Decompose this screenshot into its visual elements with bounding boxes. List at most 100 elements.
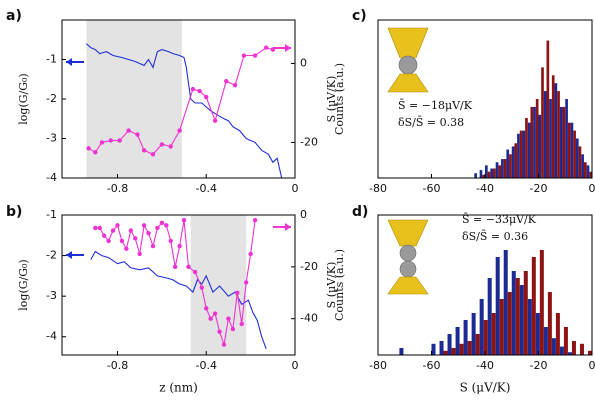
histogram-bar [514,143,518,178]
data-point [159,220,165,225]
data-point [110,228,116,233]
x-tick-label: -40 [476,359,494,372]
histogram-bar [519,285,524,355]
data-point [150,243,156,249]
y2-tick-label: -40 [300,312,318,325]
data-point [263,45,269,50]
histogram-bar [487,278,492,355]
histogram-bar [549,99,552,178]
y-tick-label: -4 [46,330,57,343]
data-point [208,316,213,321]
histogram-bar [522,130,526,178]
histogram-bar [571,341,576,355]
histogram-bar [490,168,494,178]
junction-icon [387,219,429,295]
histogram-bar [563,327,568,355]
x-axis-title: S (μV/K) [460,381,511,395]
histogram-bar [543,91,547,178]
histogram-bar [483,320,488,355]
data-point [164,223,169,228]
data-point [217,329,222,334]
x-tick-label: 0 [292,359,299,372]
histogram-bar [587,350,592,355]
histogram-bar [555,313,560,355]
histogram-bar [485,165,488,178]
histogram-bar [579,343,584,355]
histogram-bar [578,146,582,178]
histogram-bar [551,338,556,355]
x-tick-label: -80 [369,182,387,195]
histogram-bar [447,334,452,355]
histogram-bar [531,257,536,355]
histogram-bar [451,348,456,355]
data-point [235,290,240,295]
data-point [128,228,133,233]
data-point [159,142,165,147]
histogram-bar [495,257,500,355]
histogram-bar [523,271,528,355]
data-point [172,264,178,270]
histogram-bar [546,40,550,178]
histogram-bar [507,292,512,355]
histogram-bar [538,114,542,178]
histogram-bar [475,334,480,355]
histogram-bar [570,122,574,178]
data-point [137,251,142,257]
histogram-bar [583,162,587,178]
annotation: δS/S̄ = 0.36 [462,230,528,243]
x-tick-label: -0.4 [196,359,217,372]
x-tick-label: -20 [530,359,548,372]
x-tick-label: -20 [530,182,548,195]
data-line [86,43,283,178]
y-tick-label: -1 [46,53,57,66]
histogram-bar [575,138,579,178]
histogram-bar [539,250,544,355]
plot-frame [61,214,296,356]
x-tick-label: -40 [476,182,494,195]
histogram-bar [551,75,555,178]
x-axis-title: z (nm) [159,381,198,395]
x-tick-label: -80 [369,359,387,372]
histogram-bar [463,320,468,355]
data-point [168,144,173,149]
histogram-bar [535,313,540,355]
data-point [232,82,238,88]
histogram-bar [547,292,552,355]
data-point [241,53,247,58]
data-point [168,238,173,244]
data-line [90,250,267,350]
y-axis-title: log(G/G₀) [17,259,30,310]
histogram-bar [511,271,516,355]
panel-label: c) [352,8,367,24]
annotation: S̄ = −33μV/K [462,213,537,226]
data-point [252,53,258,58]
data-point [212,311,218,316]
histogram-bar [459,343,464,355]
histogram-bar [527,299,532,355]
histogram-bar [499,299,504,355]
panel-label: d) [352,204,368,220]
histogram-bar [501,159,504,178]
data-point [243,280,249,285]
axis-arrow-head [66,58,72,66]
histogram-bar [493,168,496,178]
data-point [155,225,160,231]
plot-area [90,215,267,355]
y-axis-title: Counts (a.u.) [333,249,346,321]
data-point [197,88,202,94]
junction-icon [387,27,429,93]
histogram-bar [586,165,590,178]
x-tick-label: -0.8 [107,182,128,195]
y2-tick-label: -20 [300,135,318,148]
histogram-bar [530,106,534,178]
y-tick-label: -2 [46,249,57,262]
histogram-bar [567,352,572,355]
histogram-bar [495,162,499,178]
histogram-bar [482,174,485,178]
data-point [230,326,236,332]
histogram-bar [439,341,444,355]
data-point [181,217,187,223]
data-point [93,225,98,231]
